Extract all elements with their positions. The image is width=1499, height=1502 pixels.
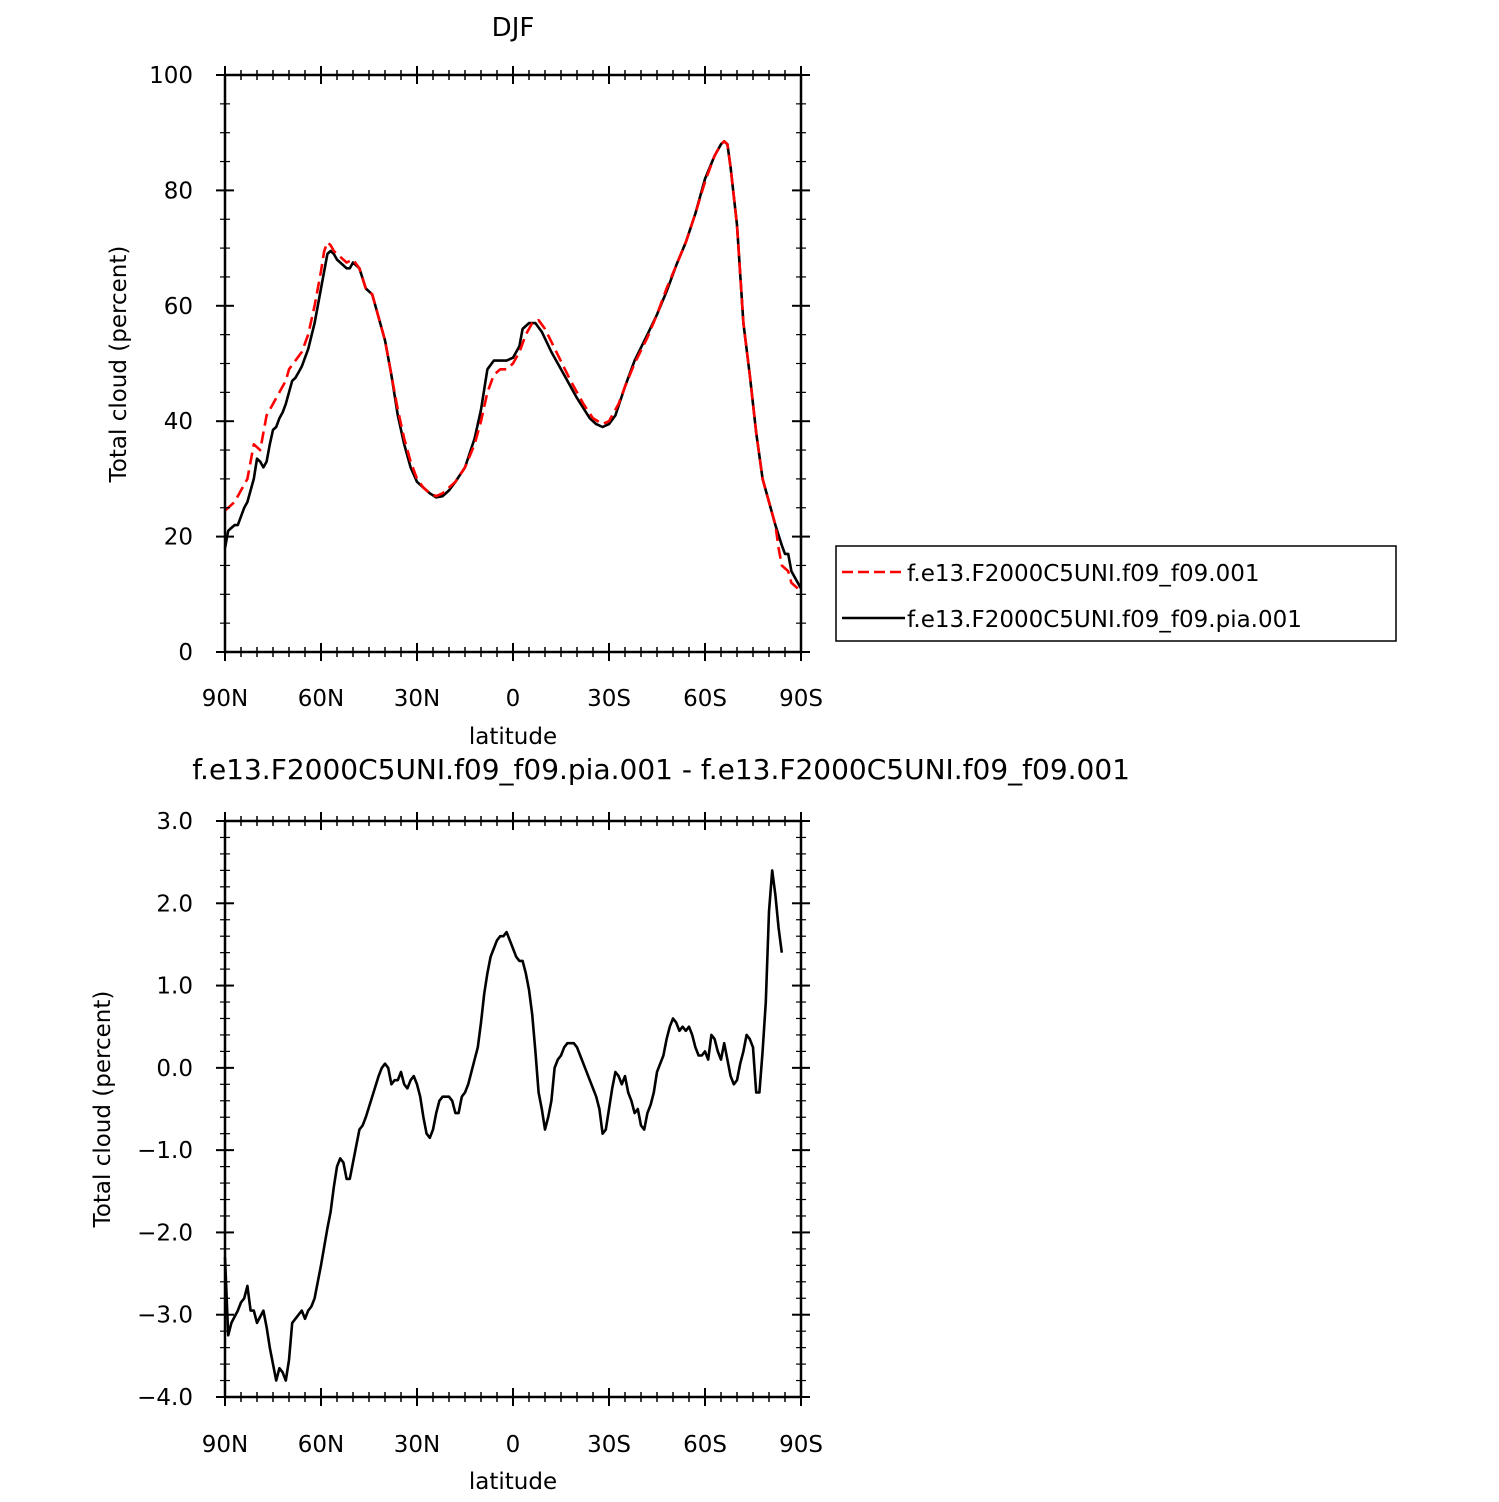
series-group — [223, 869, 784, 1382]
plot-frame — [223, 819, 803, 1399]
x-tick-label: 90S — [779, 1432, 823, 1458]
x-tick-label: 30N — [394, 686, 440, 712]
x-tick-label: 30N — [394, 1432, 440, 1458]
y-axis-label: Total cloud (percent) — [90, 991, 116, 1229]
series-group — [223, 140, 803, 593]
x-tick-label: 90N — [202, 686, 248, 712]
y-tick-label: 2.0 — [156, 891, 193, 917]
x-tick-label: 30S — [587, 686, 631, 712]
y-tick-label: −2.0 — [137, 1220, 193, 1246]
x-tick-label: 60S — [683, 1432, 727, 1458]
x-tick-label: 60N — [298, 1432, 344, 1458]
cloud-chart: DJF 90N 60N 30N 0 30S 60S 90S 0 20 40 60 80 100 lati… — [106, 13, 823, 750]
tick-group: 90N 60N 30N 0 30S 60S 90S 0 20 40 60 80 100 — [149, 63, 823, 712]
series-line-dashed — [224, 140, 802, 593]
chart-title: DJF — [492, 13, 535, 43]
x-tick-label: 90S — [779, 686, 823, 712]
y-tick-label: −4.0 — [137, 1385, 193, 1411]
y-tick-label: 100 — [149, 63, 193, 89]
x-tick-label: 60N — [298, 686, 344, 712]
legend-label: f.e13.F2000C5UNI.f09_f09.001 — [907, 561, 1260, 587]
x-tick-label: 0 — [506, 686, 521, 712]
y-tick-label: 40 — [164, 409, 193, 435]
y-axis-label: Total cloud (percent) — [106, 246, 132, 484]
y-tick-label: −1.0 — [137, 1138, 193, 1164]
y-tick-label: 20 — [164, 525, 193, 551]
legend: f.e13.F2000C5UNI.f09_f09.001 f.e13.F2000… — [835, 545, 1397, 642]
y-tick-label: 60 — [164, 294, 193, 320]
y-tick-label: 0.0 — [156, 1056, 193, 1082]
series-line-solid — [223, 869, 784, 1382]
x-tick-label: 0 — [506, 1432, 521, 1458]
y-tick-label: −3.0 — [137, 1303, 193, 1329]
y-tick-label: 3.0 — [156, 809, 193, 835]
legend-box — [835, 545, 1397, 642]
tick-group: 90N 60N 30N 0 30S 60S 90S −4.0 −3.0 −2.0 −1.0 0.0 1.… — [137, 809, 823, 1458]
difference-chart: f.e13.F2000C5UNI.f09_f09.pia.001 - f.e13… — [90, 753, 1130, 1495]
chart-title: f.e13.F2000C5UNI.f09_f09.pia.001 - f.e13… — [192, 753, 1130, 786]
x-tick-label: 60S — [683, 686, 727, 712]
x-tick-label: 90N — [202, 1432, 248, 1458]
y-tick-label: 1.0 — [156, 974, 193, 1000]
x-axis-label: latitude — [469, 1469, 557, 1495]
y-tick-label: 80 — [164, 178, 193, 204]
x-axis-label: latitude — [469, 724, 557, 750]
legend-label: f.e13.F2000C5UNI.f09_f09.pia.001 — [907, 607, 1302, 633]
x-tick-label: 30S — [587, 1432, 631, 1458]
y-tick-label: 0 — [178, 640, 193, 666]
